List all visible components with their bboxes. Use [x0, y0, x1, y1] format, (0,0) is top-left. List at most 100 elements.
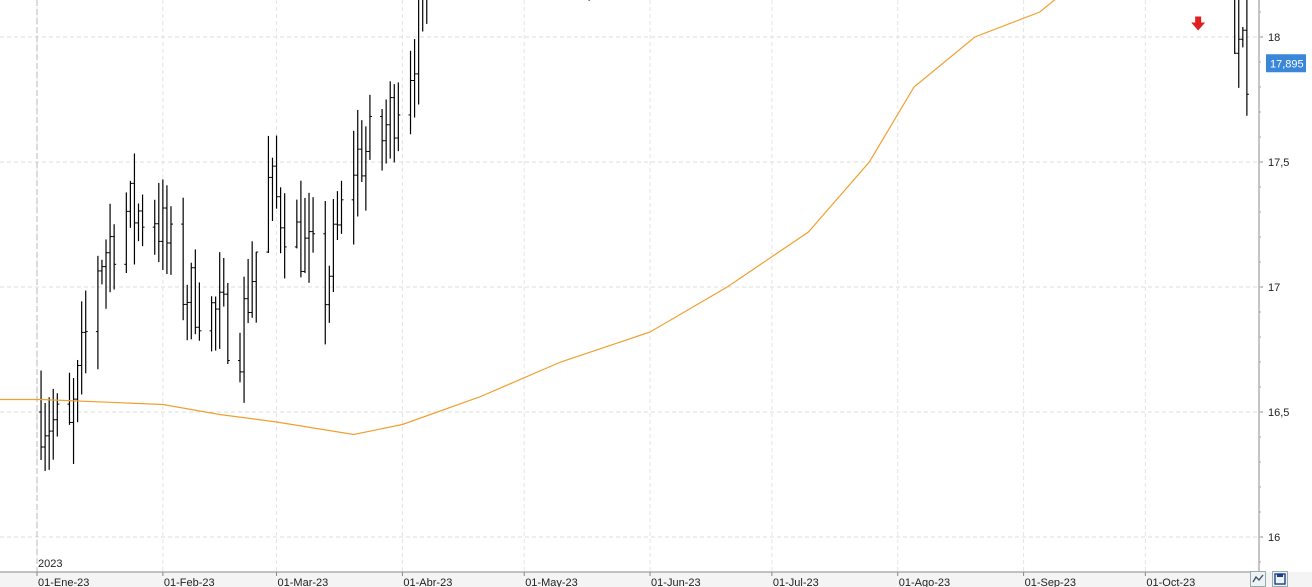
ohlc-bar — [79, 301, 84, 395]
ohlc-bar — [221, 257, 226, 307]
ohlc-bar — [278, 187, 283, 254]
ohlc-bar — [99, 259, 104, 285]
ohlc-bar — [185, 284, 190, 341]
ohlc-bar — [136, 203, 141, 242]
ohlc-bar — [1236, 0, 1241, 88]
ohlc-bar — [209, 296, 214, 352]
ohlc-bar — [408, 50, 413, 135]
x-tick-label: 01-Feb-23 — [164, 577, 215, 587]
price-badges: 18,57317,895 — [1266, 54, 1306, 73]
ohlc-bar — [351, 130, 356, 245]
ohlc-bar — [380, 109, 385, 171]
ohlc-bar — [238, 332, 242, 383]
x-tick-label: 01-Abr-23 — [403, 577, 452, 587]
ohlc-bar — [588, 0, 590, 1]
ohlc-bar — [384, 99, 389, 164]
ohlc-bar — [197, 282, 202, 341]
y-tick-label: 18 — [1268, 32, 1280, 44]
save-icon[interactable] — [1272, 571, 1288, 587]
x-tick-label: 01-Jun-23 — [651, 577, 701, 587]
ohlc-bar — [355, 109, 360, 217]
ohlc-bar — [112, 224, 117, 290]
ohlc-bar — [164, 185, 169, 275]
x-tick-label: 01-Ene-23 — [38, 577, 89, 587]
ohlc-bar — [246, 258, 251, 324]
ohlc-bar — [294, 199, 299, 249]
ohlc-bar — [426, 0, 428, 24]
x-tick-label: 01-Jul-23 — [773, 577, 819, 587]
ohlc-bar — [193, 249, 198, 335]
ohlc-bar — [160, 179, 165, 270]
ohlc-bar — [1244, 0, 1249, 116]
ohlc-bar — [104, 239, 109, 309]
ohlc-bar — [323, 201, 328, 345]
ohlc-bar — [43, 403, 48, 471]
ohlc-bar — [225, 282, 230, 364]
ohlc-bar — [274, 135, 279, 209]
ohlc-bar — [311, 197, 316, 253]
ohlc-bar — [339, 180, 344, 234]
x-axis: 01-Ene-23 01-Feb-23 01-Mar-23 01-Abr-23 01-M… — [36, 572, 1195, 587]
svg-text:17,895: 17,895 — [1270, 58, 1304, 70]
x-tick-label: 01-Mar-23 — [278, 577, 329, 587]
ohlc-bar — [95, 255, 100, 370]
ohlc-bar — [39, 370, 44, 461]
chart-type-icon[interactable] — [1250, 571, 1266, 587]
year-label: 2023 — [38, 558, 62, 570]
ohlc-bar — [307, 192, 312, 283]
ohlc-bar — [67, 372, 72, 425]
ohlc-bar — [331, 199, 336, 293]
ohlc-bar — [242, 276, 247, 403]
ohlc-bar — [71, 378, 76, 464]
ohlc-bar — [1234, 0, 1237, 54]
y-tick-label: 17,5 — [1268, 157, 1289, 169]
ohlc-series — [39, 0, 1249, 471]
ohlc-bar — [363, 126, 368, 211]
ohlc-bar — [335, 191, 340, 240]
ohlc-bar — [359, 120, 364, 182]
x-tick-label: 01-Oct-23 — [1146, 577, 1195, 587]
ohlc-bar — [181, 197, 186, 321]
ohlc-bar — [302, 197, 307, 274]
ohlc-bar — [217, 252, 222, 349]
ohlc-bar — [282, 193, 287, 279]
ohlc-bar — [83, 290, 88, 374]
x-tick-label: 01-May-23 — [525, 577, 578, 587]
ohlc-bar — [392, 84, 397, 163]
ohlc-bar — [75, 359, 80, 423]
x-tick-label: 01-Sep-23 — [1025, 577, 1076, 587]
y-tick-label: 16,5 — [1268, 407, 1289, 419]
ohlc-bar — [128, 180, 133, 228]
moving-average-line — [0, 0, 1056, 436]
ohlc-bar — [47, 397, 52, 470]
ohlc-bar — [132, 153, 137, 265]
ohlc-bar — [254, 251, 259, 323]
x-tick-label: 01-Ago-23 — [899, 577, 950, 587]
ohlc-bar — [156, 182, 161, 262]
annotations — [1191, 16, 1206, 31]
ohlc-bar — [396, 82, 401, 152]
ohlc-bar — [108, 203, 113, 293]
down-arrow-icon — [1191, 16, 1206, 31]
ohlc-bar — [1240, 26, 1245, 48]
ohlc-bar — [213, 296, 218, 351]
y-tick-label: 16 — [1268, 532, 1280, 544]
ohlc-bar — [189, 262, 194, 340]
ohlc-bar — [298, 180, 303, 278]
ohlc-bar — [51, 388, 56, 460]
ohlc-bar — [327, 265, 332, 323]
ohlc-bar — [367, 94, 372, 160]
date-axis-bar — [0, 572, 1312, 587]
ohlc-bar — [266, 135, 271, 253]
y-tick-label: 17 — [1268, 282, 1280, 294]
ohlc-bar — [140, 194, 145, 247]
ohlc-bar — [388, 81, 393, 159]
ohlc-bar — [270, 157, 275, 222]
ohlc-bar — [152, 199, 157, 255]
ohlc-bar — [422, 0, 424, 32]
price-badge: 17,895 — [1266, 54, 1306, 73]
ohlc-bar — [412, 39, 417, 118]
ohlc-bar — [250, 241, 255, 318]
